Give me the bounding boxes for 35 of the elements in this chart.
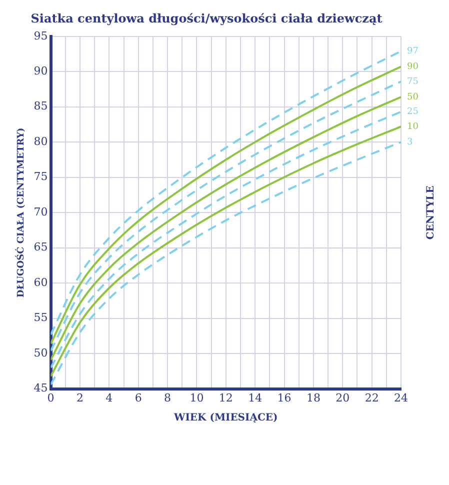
series-label: 50 bbox=[407, 92, 419, 102]
y-tick-label: 95 bbox=[34, 29, 48, 42]
y-tick-label: 45 bbox=[34, 382, 48, 395]
series-label: 10 bbox=[407, 122, 419, 132]
x-tick-label: 18 bbox=[306, 391, 320, 404]
x-tick-label: 20 bbox=[336, 391, 350, 404]
legend-title: CENTYLE bbox=[426, 185, 437, 240]
x-tick-label: 2 bbox=[76, 391, 84, 404]
x-tick-label: 8 bbox=[164, 391, 172, 404]
y-axis-title: DŁUGOŚĆ CIAŁA (CENTYMETRY) bbox=[14, 128, 27, 298]
y-tick-label: 85 bbox=[34, 100, 48, 113]
series-label: 3 bbox=[407, 137, 413, 148]
y-tick-label: 55 bbox=[34, 311, 48, 324]
series-label: 75 bbox=[407, 76, 419, 87]
x-tick-label: 12 bbox=[218, 391, 233, 404]
series-label: 97 bbox=[407, 46, 419, 57]
x-axis-title: WIEK (MIESIĄCE) bbox=[173, 412, 278, 424]
series-label: 90 bbox=[407, 62, 419, 72]
y-tick-label: 75 bbox=[34, 170, 48, 184]
chart-title: Siatka centylowa długości/wysokości ciała dziewcząt bbox=[30, 11, 383, 26]
y-tick-label: 80 bbox=[34, 134, 48, 148]
x-tick-label: 14 bbox=[248, 391, 262, 404]
x-tick-label: 6 bbox=[134, 391, 142, 404]
x-tick-label: 4 bbox=[106, 391, 113, 404]
x-tick-label: 10 bbox=[190, 391, 204, 404]
y-tick-label: 50 bbox=[34, 346, 48, 360]
x-tick-label: 0 bbox=[47, 391, 54, 404]
y-tick-label: 90 bbox=[34, 64, 48, 78]
y-tick-label: 65 bbox=[34, 240, 48, 254]
x-tick-label: 22 bbox=[364, 391, 379, 404]
x-tick-label: 24 bbox=[394, 391, 408, 404]
x-tick-label: 16 bbox=[277, 391, 292, 404]
y-tick-label: 70 bbox=[34, 205, 48, 218]
series-label: 25 bbox=[407, 107, 419, 118]
y-tick-label: 60 bbox=[34, 276, 48, 289]
